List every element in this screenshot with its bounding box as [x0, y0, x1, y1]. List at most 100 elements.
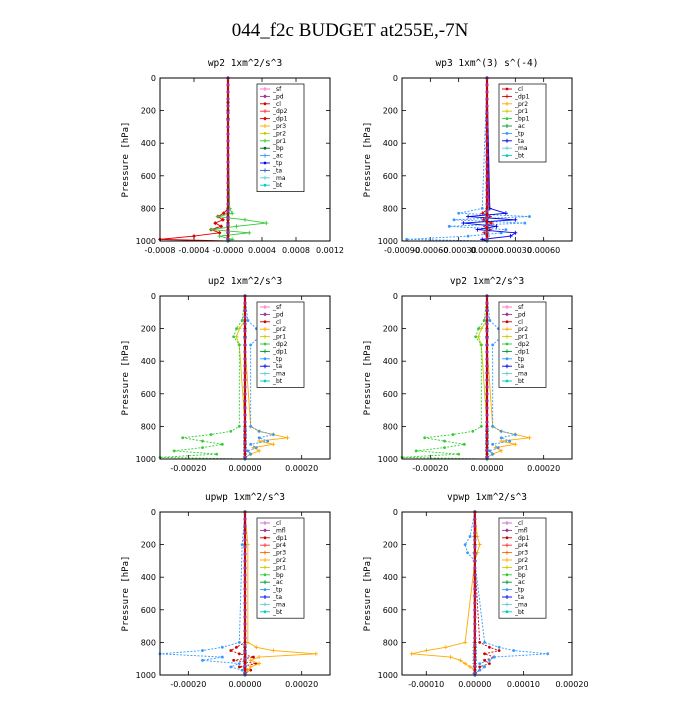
panel-title: wp2 1xm^2/s^3 [208, 58, 282, 69]
zero-marker [226, 153, 230, 157]
zero-marker [485, 146, 489, 150]
zero-marker [226, 188, 230, 192]
data-point [523, 221, 527, 225]
legend-item: _ta [260, 167, 282, 174]
legend-item: _pr2 [260, 326, 286, 333]
x-tick-label: -0.0000 [213, 246, 244, 255]
data-point [491, 343, 495, 347]
data-point [443, 645, 448, 650]
legend-item: _sf [502, 304, 524, 311]
data-point [452, 218, 456, 222]
x-tick-label: -0.0004 [179, 246, 210, 255]
legend-marker [263, 357, 267, 361]
data-point [257, 439, 262, 444]
y-tick-label: 600 [141, 172, 156, 181]
legend-label: _ta [272, 594, 282, 601]
legend-item: _ta [502, 138, 524, 145]
legend: _sf_pd_cl_pr2_pr1_dp2_dp1_tp_ta_ma_bt [498, 301, 547, 388]
zero-marker [243, 336, 247, 340]
zero-marker [243, 385, 247, 389]
panel-wp3: wp3 1xm^(3) s^(-4) Pressure [hPa] 0 200 400 6… [350, 50, 700, 280]
y-tick-label: 1000 [378, 237, 398, 246]
zero-marker [243, 650, 247, 654]
zero-marker [243, 559, 247, 563]
data-point [458, 658, 463, 663]
x-tick-label: -0.00010 [408, 680, 444, 689]
zero-marker [485, 188, 489, 192]
legend-marker [263, 521, 267, 525]
legend-item: _tp [502, 130, 524, 137]
legend-marker [263, 379, 267, 383]
legend-marker [263, 565, 267, 570]
legend-marker [263, 132, 267, 135]
legend-marker [263, 161, 267, 165]
data-point [229, 429, 233, 433]
zero-marker [226, 230, 230, 234]
zero-marker [485, 357, 489, 361]
legend-label: _cl [272, 319, 281, 326]
zero-marker [243, 552, 247, 556]
legend-marker [263, 102, 267, 106]
legend-item: _ac [502, 123, 525, 130]
data-point [192, 234, 196, 239]
chart-upwp: upwp 1xm^2/s^3 Pressure [hPa] 0 200 400 600 80… [121, 492, 331, 689]
y-tick-label: 1000 [136, 671, 156, 680]
data-point [240, 543, 244, 546]
zero-marker [226, 90, 230, 94]
zero-marker [473, 671, 477, 675]
series-line [463, 77, 517, 242]
legend-marker [505, 528, 509, 533]
panel-vp2: vp2 1xm^2/s^3 Pressure [hPa] 0 200 400 600 800… [350, 268, 700, 498]
data-point [475, 227, 480, 232]
data-point [457, 211, 461, 215]
x-tick-label: -0.00090 [384, 246, 420, 255]
legend-item: _bp [260, 145, 284, 152]
legend-label: _tp [514, 587, 524, 594]
legend-marker [505, 357, 509, 361]
x-tick-label: -0.00030 [441, 246, 477, 255]
data-point [257, 661, 262, 666]
y-tick-label: 0 [151, 508, 156, 517]
zero-marker [226, 202, 230, 206]
zero-marker [485, 455, 489, 459]
x-tick-label: -0.00060 [412, 246, 448, 255]
zero-marker [485, 223, 489, 227]
legend-item: _pr1 [502, 334, 528, 341]
data-point [488, 645, 491, 649]
data-point [201, 649, 204, 652]
x-tick-label: 0.0008 [282, 246, 310, 255]
legend-label: _tp [514, 356, 524, 363]
legend-label: _ma [272, 601, 286, 608]
zero-marker [243, 315, 247, 319]
zero-marker [485, 420, 489, 424]
data-point [252, 655, 255, 659]
data-point [220, 645, 224, 649]
legend-marker [263, 610, 267, 614]
legend-marker [505, 602, 509, 607]
data-point [513, 230, 518, 235]
zero-marker [243, 413, 247, 417]
zero-marker [485, 160, 489, 164]
legend-item: _ac [260, 579, 283, 586]
data-point [237, 343, 241, 347]
data-point [513, 217, 518, 222]
zero-marker [473, 580, 477, 584]
legend-marker [263, 109, 267, 114]
zero-marker [485, 350, 489, 354]
data-point [249, 425, 253, 428]
zero-marker [243, 587, 247, 591]
zero-marker [473, 664, 477, 668]
data-point [499, 231, 503, 235]
zero-marker [485, 132, 489, 136]
zero-marker [485, 195, 489, 199]
zero-marker [243, 364, 247, 368]
legend-item: _pr1 [502, 564, 528, 571]
legend-label: _bp1 [514, 116, 530, 123]
y-axis-label: Pressure [hPa] [121, 556, 131, 632]
data-point [496, 446, 500, 449]
zero-marker [243, 343, 247, 347]
legend-item: _mfl [502, 527, 528, 534]
zero-marker [473, 601, 477, 605]
legend-label: _ta [272, 363, 282, 370]
legend-marker [505, 580, 509, 585]
